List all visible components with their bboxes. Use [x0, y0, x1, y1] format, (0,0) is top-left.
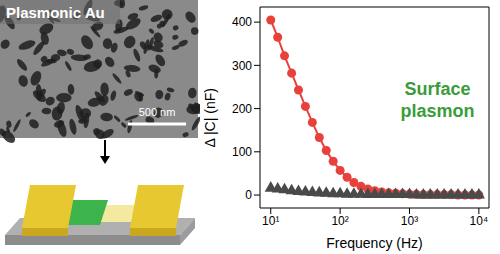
svg-text:100: 100 — [232, 145, 252, 159]
html-text:plasmon: plasmon — [400, 101, 475, 121]
svg-text:500 nm: 500 nm — [139, 106, 176, 118]
svg-text:10³: 10³ — [401, 214, 418, 228]
svg-text:0: 0 — [245, 188, 252, 202]
svg-text:Δ |C| (nF): Δ |C| (nF) — [202, 88, 218, 147]
svg-text:400: 400 — [232, 15, 252, 29]
svg-text:200: 200 — [232, 102, 252, 116]
svg-text:10⁴: 10⁴ — [470, 214, 489, 228]
svg-text:Frequency (Hz): Frequency (Hz) — [326, 235, 422, 251]
svg-text:300: 300 — [232, 59, 252, 73]
html-text:Surface: Surface — [404, 79, 471, 99]
svg-text:10²: 10² — [331, 214, 348, 228]
svg-text:Plasmonic Au: Plasmonic Au — [6, 4, 105, 21]
svg-text:10¹: 10¹ — [262, 214, 279, 228]
